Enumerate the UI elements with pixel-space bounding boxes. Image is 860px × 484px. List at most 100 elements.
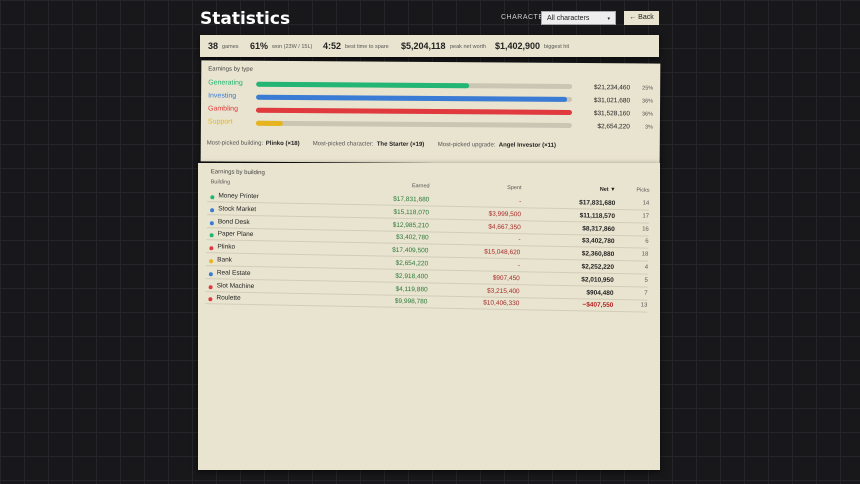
summary-value: 4:52: [323, 41, 342, 51]
footer-label: Most-picked building:: [206, 140, 264, 147]
cell: -: [517, 262, 521, 270]
building-dot: [210, 208, 215, 213]
cell: $12,985,210: [392, 221, 429, 230]
cell: $2,010,950: [581, 276, 614, 284]
cell: 18: [641, 251, 649, 258]
cell: Money Printer: [218, 192, 259, 201]
summary-label: games: [222, 44, 239, 50]
cell: Paper Plane: [217, 230, 254, 239]
type-amount: $31,528,160: [593, 110, 631, 118]
summary-label: won (23W / 15L): [272, 44, 313, 50]
building-dot: [209, 246, 214, 251]
footer-value: The Starter (×19): [376, 141, 425, 148]
cell: $2,252,220: [581, 263, 615, 272]
cell: Slot Machine: [216, 281, 255, 290]
type-name: Support: [207, 118, 233, 126]
cell: $4,119,880: [395, 285, 428, 294]
select-arrow: ▾: [607, 16, 610, 22]
cell: $9,998,780: [394, 298, 428, 306]
type-amount: $2,654,220: [597, 123, 630, 131]
cell: 4: [644, 264, 649, 271]
building-dot: [210, 195, 215, 200]
cell: 13: [640, 302, 648, 310]
cell: 6: [645, 238, 649, 246]
column-header: Building: [210, 179, 231, 186]
type-percent: 25%: [642, 85, 654, 92]
cell: $3,215,400: [486, 287, 520, 295]
cell: 16: [642, 226, 649, 233]
cell: $15,118,070: [393, 208, 430, 217]
column-header: Earned: [411, 183, 430, 190]
earnings-by-type-panel: Earnings by type Generating $21,234,460 25%…: [200, 60, 661, 165]
building-table: Earnings by building Building Earned Spent N…: [194, 163, 660, 372]
type-name: Generating: [208, 79, 243, 87]
summary-label: biggest hit: [544, 44, 570, 50]
cell: $2,654,220: [395, 259, 429, 268]
cell: $17,831,680: [393, 195, 430, 204]
cell: 5: [644, 277, 648, 284]
building-dot: [208, 272, 213, 277]
building-dot: [209, 259, 214, 264]
cell: $3,402,780: [581, 237, 615, 246]
cell: $8,317,860: [582, 224, 615, 233]
summary-value: 61%: [250, 41, 269, 51]
bar: [255, 120, 283, 126]
cell: $904,480: [586, 289, 614, 297]
cell: -: [519, 198, 522, 206]
section-title: Earnings by type: [208, 66, 254, 73]
building-dot: [209, 233, 214, 238]
cell: $17,831,680: [579, 199, 616, 208]
section-title: Earnings by building: [210, 169, 265, 177]
bar: [255, 107, 573, 115]
cell: Bank: [217, 256, 233, 264]
footer-value: Plinko (×18): [265, 140, 300, 148]
column-header: Picks: [636, 187, 650, 194]
type-amount: $21,234,460: [593, 84, 631, 92]
summary-value: $1,402,900: [495, 41, 541, 51]
cell: 17: [642, 213, 650, 220]
bar: [256, 81, 470, 89]
cell: $2,918,400: [395, 272, 428, 281]
back-button[interactable]: ← Back: [624, 11, 659, 25]
cell: $4,667,350: [488, 223, 521, 231]
cell: $907,450: [492, 274, 520, 282]
summary-panel: 38 games 61% won (23W / 15L) 4:52 best time t…: [200, 35, 659, 57]
type-percent: 3%: [644, 124, 653, 131]
column-header: Net ▼: [599, 186, 616, 194]
building-dot: [208, 297, 213, 302]
cell: $17,409,500: [392, 246, 429, 255]
cell: $10,406,330: [483, 299, 520, 308]
select-text: All characters: [547, 15, 590, 22]
cell: $15,048,620: [484, 248, 521, 257]
summary-label: best time to spare: [345, 44, 389, 50]
title: Statistics: [200, 9, 291, 29]
cell: $3,999,500: [488, 210, 522, 219]
column-header: Spent: [507, 184, 522, 192]
cell: −$407,550: [582, 301, 614, 310]
bar: [256, 94, 568, 102]
cell: $11,118,570: [579, 212, 616, 220]
footer-label: Most-picked character:: [312, 141, 374, 148]
cell: $2,360,880: [581, 250, 615, 259]
earnings-by-building-panel: Earnings by building Building Earned Spent N…: [198, 163, 660, 470]
character-label: CHARACTER: [501, 14, 550, 21]
building-dot: [209, 220, 214, 225]
cell: Plinko: [217, 243, 236, 251]
footer-label: Most-picked upgrade:: [437, 142, 496, 149]
building-dot: [208, 284, 213, 289]
cell: Roulette: [216, 294, 241, 303]
type-amount: $31,021,680: [593, 97, 631, 105]
cell: Real Estate: [216, 269, 251, 277]
summary-value: 38: [208, 41, 219, 51]
summary-value: $5,204,118: [401, 41, 446, 51]
cell: 7: [644, 290, 648, 297]
bar-track: [255, 120, 572, 128]
type-name: Investing: [208, 92, 237, 100]
type-percent: 36%: [641, 111, 654, 118]
cell: Bond Desk: [217, 217, 250, 226]
cell: $3,402,780: [395, 234, 429, 242]
footer-value: Angel Investor (×11): [498, 142, 556, 149]
character-select[interactable]: All characters ▾: [541, 11, 616, 25]
cell: -: [518, 236, 521, 244]
